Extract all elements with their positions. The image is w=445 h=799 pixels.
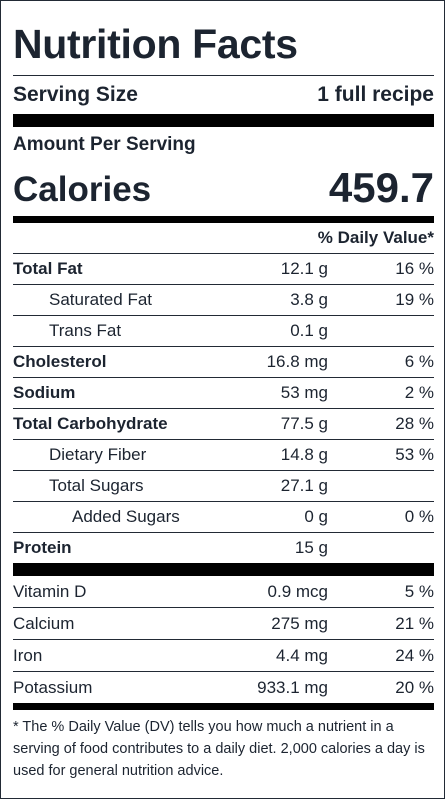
nutrient-row-total-sugars: Total Sugars 27.1 g	[13, 471, 434, 502]
nutrient-amount: 27.1 g	[280, 476, 328, 495]
nutrient-amount: 15 g	[294, 538, 328, 557]
vitamin-amount: 4.4 mg	[276, 645, 328, 665]
nutrient-name: Dietary Fiber	[49, 445, 147, 464]
nutrient-dv: 19 %	[395, 290, 434, 309]
divider-medium	[13, 703, 434, 710]
vitamin-row-iron: Iron 4.4 mg 24 %	[13, 640, 434, 672]
vitamin-dv: 24 %	[395, 645, 434, 665]
divider-medium	[13, 216, 434, 223]
serving-size-row: Serving Size 1 full recipe	[13, 76, 434, 114]
vitamin-name: Iron	[13, 645, 43, 665]
vitamin-dv: 20 %	[395, 677, 434, 697]
nutrient-dv: 16 %	[395, 259, 434, 278]
nutrient-name: Protein	[13, 538, 72, 557]
nutrient-amount: 14.8 g	[280, 445, 328, 464]
nutrient-row-added-sugars: Added Sugars 0 g 0 %	[13, 502, 434, 533]
divider-thick	[13, 563, 434, 576]
serving-size-value: 1 full recipe	[317, 83, 434, 106]
nutrient-dv: 6 %	[404, 352, 434, 371]
nutrient-dv: 53 %	[395, 445, 434, 464]
nutrient-row-total-fat: Total Fat 12.1 g 16 %	[13, 254, 434, 285]
vitamin-amount: 933.1 mg	[257, 677, 328, 697]
nutrient-amount: 3.8 g	[290, 290, 328, 309]
calories-value: 459.7	[328, 164, 434, 211]
nutrient-name: Saturated Fat	[49, 290, 153, 309]
vitamin-row-calcium: Calcium 275 mg 21 %	[13, 608, 434, 640]
serving-size-label: Serving Size	[13, 83, 138, 106]
nutrient-name: Cholesterol	[13, 352, 107, 371]
nutrient-name: Added Sugars	[72, 507, 180, 526]
nutrient-name: Total Sugars	[49, 476, 144, 495]
vitamin-name: Potassium	[13, 677, 93, 697]
vitamin-list: Vitamin D 0.9 mcg 5 % Calcium 275 mg 21 …	[13, 576, 434, 703]
nutrient-name: Trans Fat	[49, 321, 122, 340]
nutrient-row-cholesterol: Cholesterol 16.8 mg 6 %	[13, 347, 434, 378]
divider-thick	[13, 114, 434, 127]
nutrient-row-dietary-fiber: Dietary Fiber 14.8 g 53 %	[13, 440, 434, 471]
nutrient-name: Total Fat	[13, 259, 83, 278]
nutrient-name: Total Carbohydrate	[13, 414, 168, 433]
nutrient-row-trans-fat: Trans Fat 0.1 g	[13, 316, 434, 347]
nutrient-row-protein: Protein 15 g	[13, 533, 434, 563]
vitamin-dv: 21 %	[395, 613, 434, 633]
nutrient-dv: 0 %	[404, 507, 434, 526]
nutrient-dv: 28 %	[395, 414, 434, 433]
label-title: Nutrition Facts	[13, 1, 434, 76]
calories-row: Calories 459.7	[13, 158, 434, 210]
nutrient-row-sodium: Sodium 53 mg 2 %	[13, 378, 434, 409]
daily-value-footnote: * The % Daily Value (DV) tells you how m…	[13, 719, 425, 779]
vitamin-dv: 5 %	[404, 581, 434, 601]
vitamin-row-potassium: Potassium 933.1 mg 20 %	[13, 672, 434, 703]
vitamin-name: Vitamin D	[13, 581, 87, 601]
vitamin-name: Calcium	[13, 613, 75, 633]
vitamin-amount: 0.9 mcg	[267, 581, 328, 601]
nutrient-list: Total Fat 12.1 g 16 % Saturated Fat 3.8 …	[13, 254, 434, 563]
nutrient-amount: 12.1 g	[280, 259, 328, 278]
nutrient-name: Sodium	[13, 383, 76, 402]
amount-per-serving: Amount Per Serving	[13, 134, 196, 155]
nutrient-row-total-carbohydrate: Total Carbohydrate 77.5 g 28 %	[13, 409, 434, 440]
vitamin-amount: 275 mg	[271, 613, 328, 633]
nutrient-amount: 53 mg	[280, 383, 328, 402]
nutrient-amount: 77.5 g	[280, 414, 328, 433]
daily-value-header: % Daily Value*	[13, 223, 434, 254]
nutrient-amount: 16.8 mg	[266, 352, 328, 371]
vitamin-row-vitamin-d: Vitamin D 0.9 mcg 5 %	[13, 576, 434, 608]
nutrient-amount: 0.1 g	[290, 321, 328, 340]
nutrient-amount: 0 g	[304, 507, 328, 526]
nutrient-row-saturated-fat: Saturated Fat 3.8 g 19 %	[13, 285, 434, 316]
nutrient-dv: 2 %	[404, 383, 434, 402]
calories-label: Calories	[13, 170, 152, 209]
